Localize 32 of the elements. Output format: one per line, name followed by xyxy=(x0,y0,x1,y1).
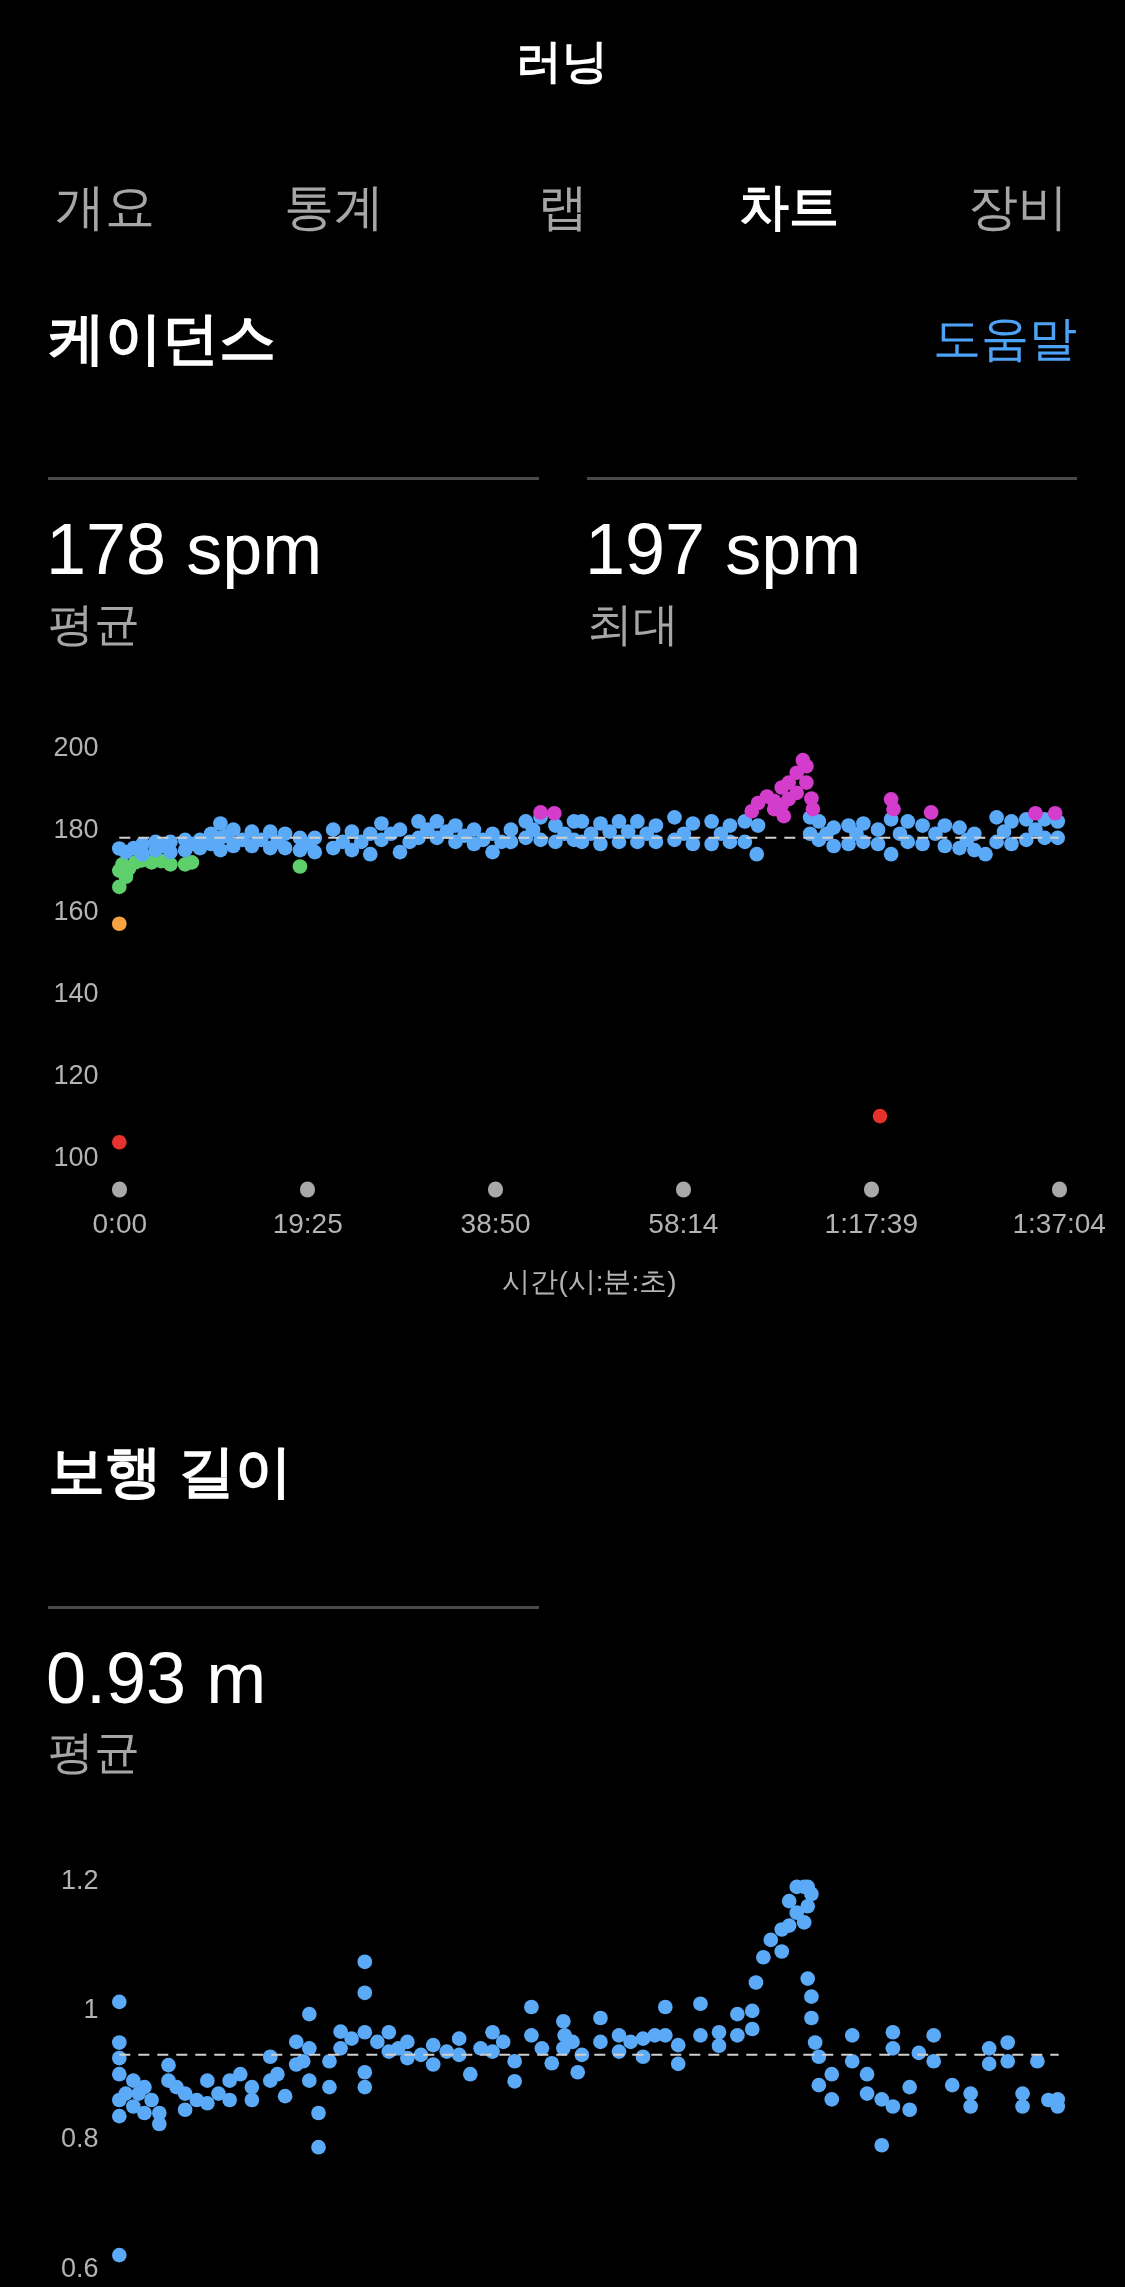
y-tick-label: 1.2 xyxy=(60,1864,99,1895)
x-tick-label: 0:00 xyxy=(92,1208,148,1239)
x-tick-label: 1:37:04 xyxy=(1012,1208,1106,1239)
text: 0.93 m xyxy=(46,1638,267,1718)
text: 차트 xyxy=(739,179,839,235)
x-tick-label: 58:14 xyxy=(648,1208,719,1239)
x-tick-label: 1:17:39 xyxy=(824,1208,918,1239)
y-tick-label: 180 xyxy=(53,814,99,845)
y-tick-label: 0.6 xyxy=(60,2252,99,2283)
text: 장비 xyxy=(968,179,1068,235)
text: 개요 xyxy=(55,179,155,235)
chart-title: 케이던스 xyxy=(48,306,276,370)
y-tick-label: 120 xyxy=(53,1059,99,1090)
text: 평균 xyxy=(48,1726,140,1778)
text: 통계 xyxy=(284,179,384,235)
text: 197 spm xyxy=(585,509,862,589)
text: 최대 xyxy=(587,598,679,650)
y-tick-label: 0.8 xyxy=(60,2123,99,2154)
x-axis-title: 시간(시:분:초) xyxy=(502,1266,677,1297)
text: 러닝 xyxy=(516,35,608,87)
x-tick-label: 19:25 xyxy=(272,1208,343,1239)
y-tick-label: 200 xyxy=(53,732,99,763)
text: 평균 xyxy=(48,598,140,650)
x-tick-label: 38:50 xyxy=(460,1208,531,1239)
text: 랩 xyxy=(538,179,588,235)
y-tick-label: 160 xyxy=(53,895,99,926)
text: 도움말 xyxy=(933,312,1077,365)
y-tick-label: 1 xyxy=(83,1994,99,2025)
y-tick-label: 100 xyxy=(53,1141,99,1172)
chart-title: 보행 길이 xyxy=(48,1439,292,1503)
y-tick-label: 140 xyxy=(53,977,99,1008)
text: 178 spm xyxy=(46,509,323,589)
